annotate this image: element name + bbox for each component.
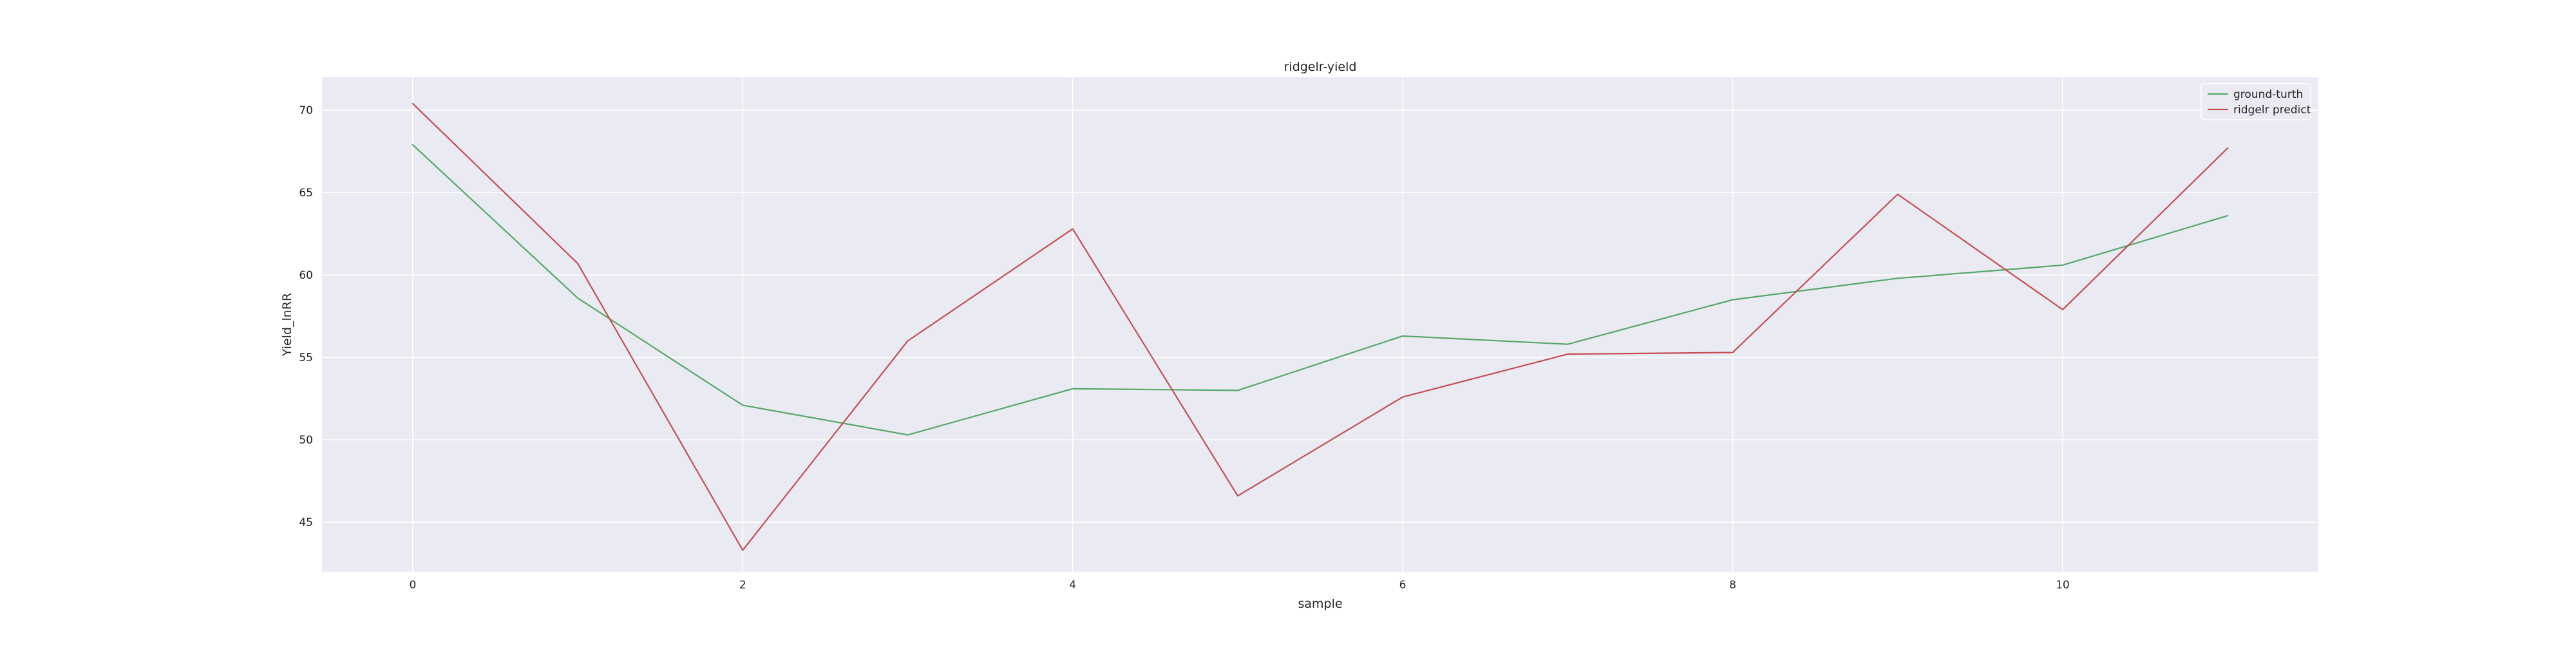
x-tick-label: 10 [2056, 579, 2070, 592]
y-tick-label: 50 [299, 434, 313, 447]
series-line-ground-truth [412, 144, 2229, 436]
x-tick-label: 4 [1069, 579, 1076, 592]
tick-labels: 0 2 4 6 8 10 45 50 55 60 65 70 [299, 104, 2069, 592]
y-axis-label: Yield_lnRR [280, 293, 294, 357]
x-axis-label: sample [1298, 597, 1342, 611]
legend-label: ridgelr predict [2233, 104, 2311, 117]
y-tick-label: 55 [299, 352, 313, 364]
grid [322, 77, 2318, 572]
x-tick-label: 6 [1399, 579, 1406, 592]
plot-area [322, 77, 2318, 572]
series-line-ridgelr-predict [412, 102, 2229, 551]
legend-box [2201, 83, 2311, 120]
y-tick-label: 60 [299, 269, 313, 282]
x-tick-label: 2 [739, 579, 746, 592]
x-tick-label: 8 [1729, 579, 1736, 592]
series-lines [412, 102, 2229, 551]
legend-label: ground-turth [2233, 88, 2303, 101]
y-tick-label: 65 [299, 187, 313, 200]
y-tick-label: 45 [299, 516, 313, 529]
y-tick-label: 70 [299, 104, 313, 117]
legend: ground-turth ridgelr predict [2201, 83, 2311, 120]
chart-title: ridgelr-yield [1284, 60, 1357, 74]
x-tick-label: 0 [409, 579, 416, 592]
